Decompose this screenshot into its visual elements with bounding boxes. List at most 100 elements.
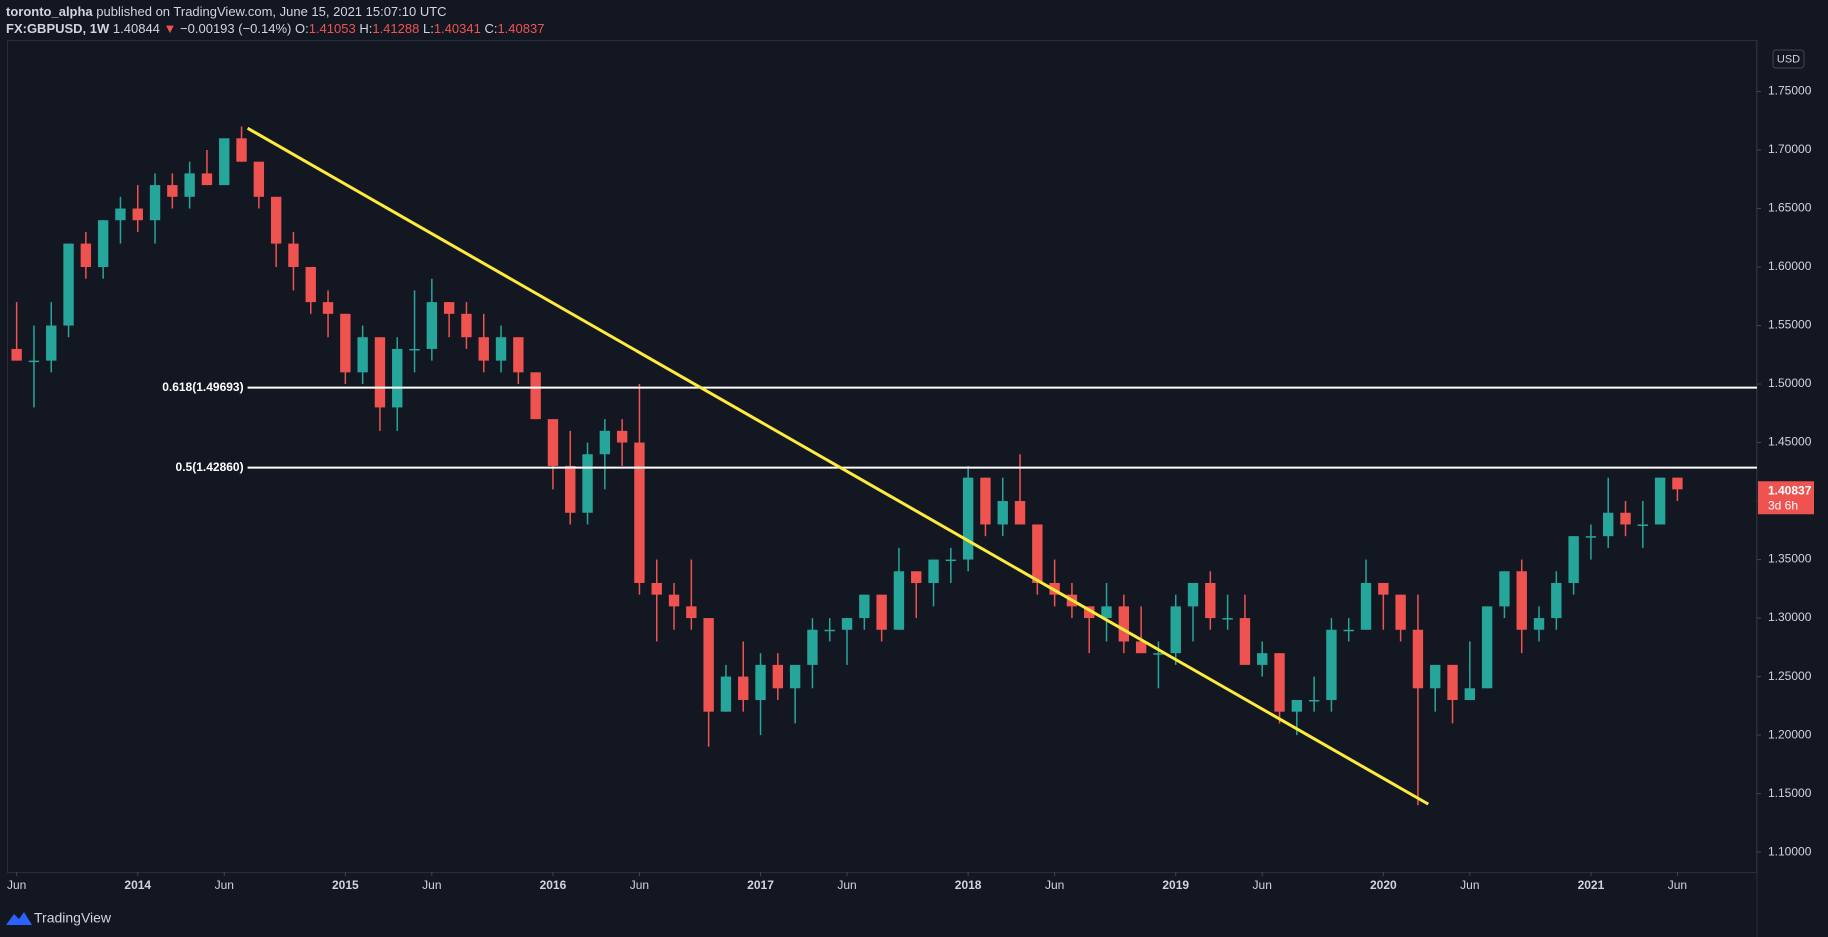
x-tick-label: 2016	[540, 878, 567, 892]
symbol: FX:GBPUSD, 1W	[6, 21, 110, 36]
candle-body	[841, 618, 853, 630]
x-tick-label: Jun	[422, 878, 441, 892]
candle-body	[1620, 512, 1631, 525]
x-tick-label: 2020	[1370, 878, 1397, 892]
last: 1.40844	[113, 21, 160, 36]
candle-body	[1464, 688, 1476, 700]
brand: TradingView	[34, 910, 112, 926]
countdown: 3d 6h	[1768, 498, 1798, 512]
y-tick-label: 1.25000	[1768, 669, 1812, 683]
candle-body	[824, 629, 835, 632]
x-tick-label: Jun	[1460, 878, 1479, 892]
candle-body	[1603, 512, 1614, 537]
candle-body	[876, 594, 887, 630]
fib-label: 0.618(1.49693)	[162, 380, 243, 394]
l-value: 1.40341	[434, 21, 481, 36]
candle-body	[495, 337, 507, 361]
c-value: 1.40837	[497, 21, 544, 36]
published: published on TradingView.com, June 15, 2…	[96, 4, 446, 19]
y-tick-label: 1.75000	[1768, 84, 1812, 98]
candle-body	[201, 173, 213, 186]
candle-body	[322, 302, 334, 314]
x-tick-label: 2014	[124, 878, 151, 892]
candle-body	[426, 302, 438, 349]
candle-body	[374, 337, 386, 408]
l-label: L:	[423, 21, 434, 36]
x-tick-label: Jun	[1668, 878, 1687, 892]
candle-body	[1084, 606, 1095, 619]
candle-body	[530, 372, 541, 420]
candle-body	[1205, 582, 1216, 619]
change: −0.00193 (−0.14%)	[180, 21, 291, 36]
candle-body	[997, 501, 1008, 525]
candle-body	[115, 208, 126, 221]
candle-body	[686, 606, 697, 619]
direction: ▼	[164, 21, 177, 36]
y-tick-label: 1.20000	[1768, 727, 1812, 741]
candle-body	[478, 337, 489, 361]
candle-body	[1257, 653, 1268, 665]
candle-body	[582, 454, 593, 513]
candle-body	[1222, 618, 1233, 620]
candle-body	[1654, 477, 1666, 525]
candle-body	[11, 348, 22, 361]
y-tick-label: 1.15000	[1768, 786, 1812, 800]
x-tick-label: 2018	[955, 878, 982, 892]
candle-body	[253, 161, 265, 197]
candle-body	[1395, 594, 1406, 630]
candle-body	[340, 313, 351, 373]
candle-body	[789, 664, 801, 689]
x-tick-label: Jun	[630, 878, 649, 892]
y-tick-label: 1.70000	[1768, 142, 1812, 156]
candle-body	[1291, 699, 1303, 712]
x-tick-label: Jun	[1045, 878, 1064, 892]
candle-body	[1187, 582, 1199, 607]
candle-body	[46, 325, 57, 361]
currency-box[interactable]	[1772, 49, 1805, 69]
candle-body	[1014, 501, 1026, 525]
candle-body	[651, 582, 662, 595]
candle-body	[807, 629, 818, 665]
x-tick-label: 2019	[1162, 878, 1189, 892]
candle-body	[703, 618, 714, 712]
candle-body	[1430, 664, 1441, 689]
candle-body	[132, 208, 143, 221]
c-label: C:	[484, 21, 497, 36]
candle-body	[859, 594, 870, 619]
price-tag-value: 1.40837	[1768, 483, 1812, 497]
candle-body	[1672, 477, 1683, 490]
candle-body	[962, 477, 974, 560]
price-tag	[1758, 481, 1814, 515]
x-tick-label: Jun	[1253, 878, 1272, 892]
o-label: O:	[295, 21, 309, 36]
candle-body	[1378, 582, 1389, 595]
candles	[11, 126, 1683, 806]
candle-body	[945, 559, 957, 562]
candle-body	[1447, 664, 1458, 700]
candle-body	[1551, 582, 1562, 619]
x-tick-label: 2017	[747, 878, 774, 892]
candle-body	[270, 196, 282, 244]
y-tick-label: 1.55000	[1768, 318, 1812, 332]
y-tick-label: 1.45000	[1768, 435, 1812, 449]
candle-body	[1585, 536, 1597, 538]
candle-body	[97, 220, 109, 268]
candle-body	[1153, 653, 1164, 655]
candle-body	[443, 302, 455, 314]
candle-body	[1412, 629, 1424, 689]
candle-body	[63, 243, 74, 326]
candle-body	[634, 442, 645, 583]
y-tick-label: 1.65000	[1768, 201, 1812, 215]
candle-body	[1274, 653, 1285, 712]
x-tick-label: Jun	[837, 878, 856, 892]
candle-body	[668, 594, 680, 607]
candle-body	[80, 243, 92, 268]
candle-body	[28, 360, 40, 363]
candle-body	[1101, 606, 1112, 619]
currency: USD	[1777, 53, 1800, 65]
y-tick-label: 1.50000	[1768, 376, 1812, 390]
trendline	[246, 126, 1430, 806]
candle-body	[1360, 582, 1372, 630]
